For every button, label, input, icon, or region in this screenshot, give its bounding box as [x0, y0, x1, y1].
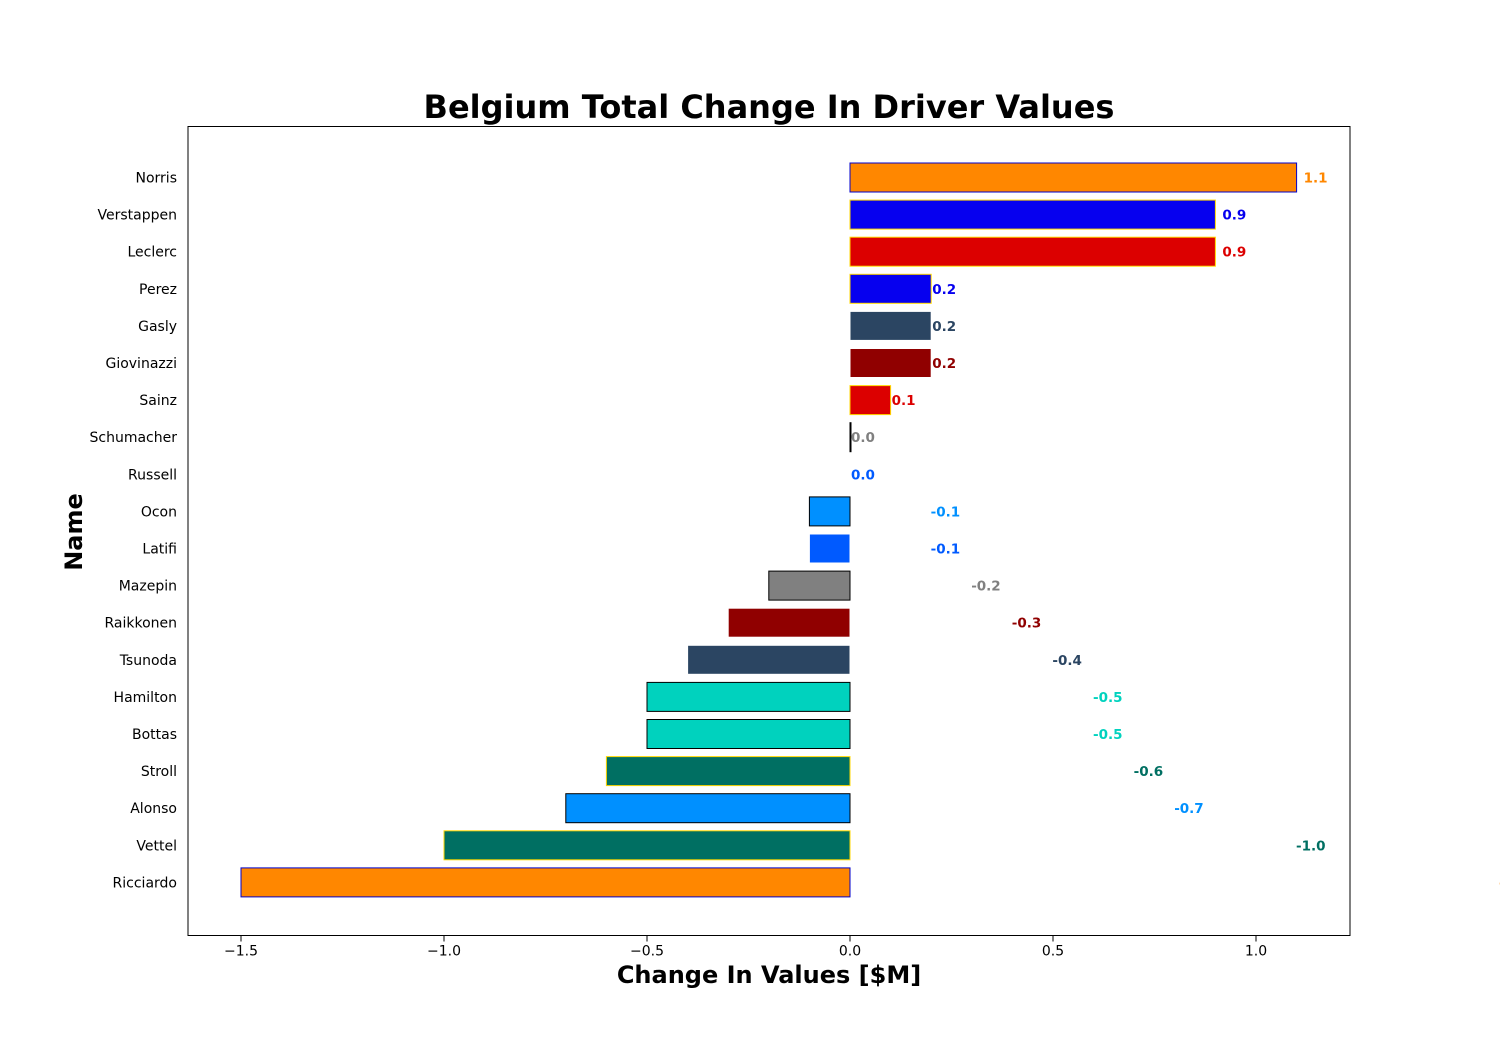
data-label: -0.1 — [931, 504, 961, 520]
data-label: 0.1 — [892, 393, 916, 409]
bar-tsunoda — [687, 644, 851, 675]
plot-frame — [187, 126, 1351, 936]
bar-stroll — [605, 756, 851, 787]
x-tick-label: −1.0 — [427, 944, 461, 960]
data-label: -0.1 — [931, 542, 961, 558]
bar-latifi — [808, 533, 851, 564]
x-tick-label: −0.5 — [630, 944, 664, 960]
bar-vettel — [443, 830, 851, 861]
bar-mazepin — [768, 570, 851, 601]
y-tick-label: Mazepin — [119, 579, 177, 595]
y-tick-label: Raikkonen — [104, 616, 177, 632]
y-tick-label: Tsunoda — [119, 653, 177, 669]
y-tick-label: Alonso — [130, 801, 177, 817]
y-tick-label: Sainz — [139, 393, 177, 409]
y-tick-label: Giovinazzi — [105, 356, 177, 372]
y-tick-label: Stroll — [141, 764, 177, 780]
data-label: -0.5 — [1093, 690, 1123, 706]
bar-leclerc — [849, 236, 1216, 267]
bar-bottas — [646, 719, 851, 749]
data-label: -1.0 — [1296, 838, 1326, 854]
y-tick-label: Perez — [139, 282, 177, 298]
bar-alonso — [565, 793, 851, 824]
bar-gasly — [849, 310, 932, 341]
chart-title: Belgium Total Change In Driver Values — [424, 88, 1115, 126]
bar-ocon — [808, 496, 851, 527]
data-labels: 1.1 0.9 0.9 0.2 0.2 0.2 0.1 0.0 0.0 -0.1 -0.1 -0.2 -… — [851, 171, 1500, 892]
bar-hamilton — [646, 681, 851, 712]
bar-raikkonen — [727, 607, 851, 638]
x-tick-label: 0.0 — [839, 944, 861, 960]
data-label: 0.2 — [932, 282, 956, 298]
y-tick-label: Vettel — [136, 838, 177, 854]
y-tick-label: Verstappen — [98, 208, 177, 224]
data-label: 0.0 — [851, 430, 875, 446]
bars-group — [240, 162, 1298, 898]
bar-giovinazzi — [849, 348, 932, 378]
bar-perez — [849, 273, 932, 304]
y-tick-label: Leclerc — [127, 245, 177, 261]
y-tick-label: Bottas — [132, 727, 177, 743]
bar-russell — [849, 459, 852, 490]
y-tick-label: Gasly — [138, 319, 177, 335]
y-tick-labels: Norris Verstappen Leclerc Perez Gasly Giovina… — [90, 171, 178, 892]
y-tick-label: Hamilton — [114, 690, 177, 706]
x-tick-label: 1.0 — [1245, 944, 1267, 960]
data-label: -0.6 — [1134, 764, 1164, 780]
y-tick-label: Schumacher — [90, 430, 178, 446]
y-tick-label: Norris — [136, 171, 178, 187]
bar-schumacher — [849, 422, 852, 453]
bar-norris — [849, 162, 1298, 193]
data-label: 1.1 — [1304, 171, 1328, 187]
bar-verstappen — [849, 199, 1216, 230]
bar-ricciardo — [240, 867, 851, 898]
x-ticks: −1.5 −1.0 −0.5 0.0 0.5 1.0 — [224, 935, 1267, 960]
data-label: -0.3 — [1012, 616, 1042, 632]
bar-sainz — [849, 385, 892, 416]
x-tick-label: −1.5 — [224, 944, 258, 960]
y-tick-label: Latifi — [142, 542, 177, 558]
x-axis-label: Change In Values [$M] — [617, 961, 921, 989]
y-tick-label: Ricciardo — [113, 875, 177, 891]
data-label: -0.2 — [971, 579, 1001, 595]
data-label: 0.0 — [851, 467, 875, 483]
data-label: -0.5 — [1093, 727, 1123, 743]
data-label: -0.4 — [1052, 653, 1082, 669]
data-label: 0.9 — [1222, 245, 1246, 261]
data-label: 0.2 — [932, 356, 956, 372]
data-label: 0.2 — [932, 319, 956, 335]
x-tick-label: 0.5 — [1042, 944, 1064, 960]
data-label: -0.7 — [1174, 801, 1204, 817]
data-label: 0.9 — [1222, 208, 1246, 224]
y-axis-label: Name — [60, 493, 88, 571]
y-tick-label: Russell — [128, 467, 177, 483]
y-tick-label: Ocon — [141, 504, 177, 520]
